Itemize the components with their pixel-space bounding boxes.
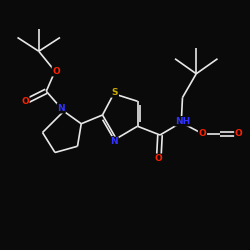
Text: N: N [58, 104, 65, 113]
Text: NH: NH [175, 117, 190, 126]
Text: O: O [52, 67, 60, 76]
Text: O: O [198, 129, 206, 138]
Text: S: S [112, 88, 118, 97]
Text: N: N [110, 137, 118, 146]
Text: O: O [21, 97, 29, 106]
Text: O: O [235, 129, 243, 138]
Text: O: O [155, 154, 162, 163]
